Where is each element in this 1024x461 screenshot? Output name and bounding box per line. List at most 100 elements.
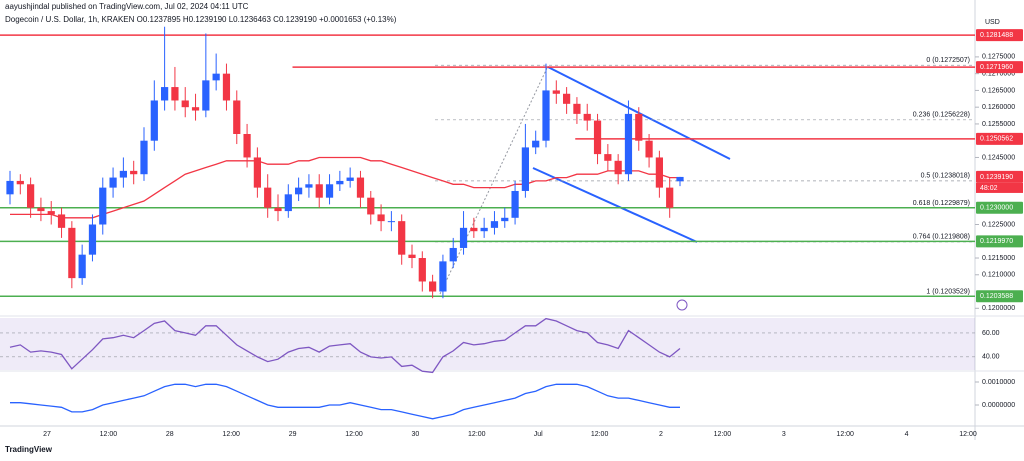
x-tick-label: 29 <box>289 431 297 438</box>
candle-body <box>501 217 509 222</box>
price-badge-label: 0.1239190 <box>980 174 1013 181</box>
candle-body <box>295 187 303 195</box>
candle-body <box>408 254 416 259</box>
candle-body <box>233 100 241 134</box>
candle-body <box>78 254 86 279</box>
candle-body <box>27 184 35 208</box>
y-tick-label: 0.1245000 <box>982 154 1015 161</box>
fib-label: 0.618 (0.1229879) <box>913 200 970 207</box>
candle-body <box>573 103 581 114</box>
candle-body <box>542 90 550 141</box>
candle-body <box>480 227 488 232</box>
candle-body <box>222 73 231 101</box>
x-tick-label: 4 <box>905 431 909 438</box>
candle-body <box>614 160 622 175</box>
candle-body <box>470 227 478 232</box>
rsi-tick-label: 40.00 <box>982 354 1000 361</box>
candle-body <box>387 221 395 223</box>
candle-body <box>490 221 499 228</box>
candle-body <box>336 180 344 185</box>
fib-label: 1 (0.1203529) <box>926 288 970 295</box>
x-tick-label: 12:00 <box>714 431 732 438</box>
candle-body <box>583 113 591 121</box>
candle-body <box>37 207 45 212</box>
candle-body <box>521 147 529 191</box>
symbol-info: Dogecoin / U.S. Dollar, 1h, KRAKEN O0.12… <box>5 15 397 24</box>
y-tick-label: 0.1255000 <box>982 121 1015 128</box>
x-tick-label: 27 <box>43 431 51 438</box>
price-badge-label: 0.1203588 <box>980 293 1013 300</box>
candle-body <box>325 184 334 198</box>
candle-body <box>655 157 663 188</box>
candle-body <box>666 187 674 208</box>
candle-body <box>563 93 571 104</box>
candle-body <box>552 90 560 94</box>
fib-label: 0.764 (0.1219808) <box>913 234 970 241</box>
price-badge <box>976 235 1023 248</box>
x-tick-label: 28 <box>166 431 174 438</box>
publisher: aayushjindal published on TradingView.co… <box>5 2 249 11</box>
price-badge <box>976 132 1023 145</box>
candle-body <box>99 187 107 225</box>
footer-logo: TradingView <box>5 445 53 454</box>
candle-body <box>6 180 14 195</box>
x-tick-label: 12:00 <box>468 431 486 438</box>
candle-body <box>109 177 117 188</box>
y-tick-label: 0.1210000 <box>982 272 1015 279</box>
price-badge <box>976 201 1023 214</box>
candle-body <box>57 214 66 228</box>
candle-body <box>47 211 55 215</box>
rsi-band <box>0 318 975 370</box>
alert-icon[interactable] <box>676 299 688 311</box>
y-tick-label: 0.1200000 <box>982 305 1015 312</box>
candle-body <box>593 120 602 155</box>
x-tick-label: 3 <box>782 431 786 438</box>
candle-body <box>418 258 426 282</box>
y-tick-label: 0.1260000 <box>982 104 1015 111</box>
candle-body <box>635 113 643 141</box>
price-badge <box>976 29 1023 42</box>
x-tick-label: 12:00 <box>959 431 977 438</box>
candle-body <box>398 221 406 255</box>
price-badge <box>976 170 1023 183</box>
price-badge-label: 0.1250562 <box>980 136 1013 143</box>
candle-body <box>429 281 437 292</box>
x-tick-label: 2 <box>659 431 663 438</box>
fib-label: 0 (0.1272507) <box>926 57 970 64</box>
countdown-badge <box>976 182 1023 193</box>
x-tick-label: 12:00 <box>100 431 118 438</box>
rsi-line <box>9 317 681 374</box>
macd-line <box>10 383 680 420</box>
candle-body <box>264 187 272 208</box>
candle-body <box>161 87 169 101</box>
moving-average <box>10 156 680 219</box>
x-tick-label: 30 <box>412 431 420 438</box>
candle-body <box>130 170 138 175</box>
x-tick-label: 12:00 <box>591 431 609 438</box>
candle-body <box>181 100 189 108</box>
candle-body <box>202 80 210 111</box>
fib-label: 0.236 (0.1256228) <box>913 112 970 119</box>
trend-line <box>532 167 698 243</box>
price-badge-label: 0.1281488 <box>980 32 1013 39</box>
candle-body <box>645 140 653 158</box>
candle-body <box>377 214 385 222</box>
candle-body <box>274 207 282 212</box>
candle-body <box>367 197 375 215</box>
y-tick-label: 0.1275000 <box>982 54 1015 61</box>
y-tick-label: 0.1265000 <box>982 87 1015 94</box>
candle-body <box>624 113 633 175</box>
candle-body <box>676 176 684 182</box>
candle-body <box>284 194 292 212</box>
macd-tick-label: 0.0000000 <box>982 402 1015 409</box>
candle-body <box>88 224 97 255</box>
candle-body <box>511 190 519 218</box>
candle-body <box>439 261 447 292</box>
candle-body <box>604 154 612 161</box>
candle-body <box>356 177 365 198</box>
currency: USD <box>985 19 1000 26</box>
candle-body <box>459 227 468 248</box>
candle-body <box>140 140 148 175</box>
